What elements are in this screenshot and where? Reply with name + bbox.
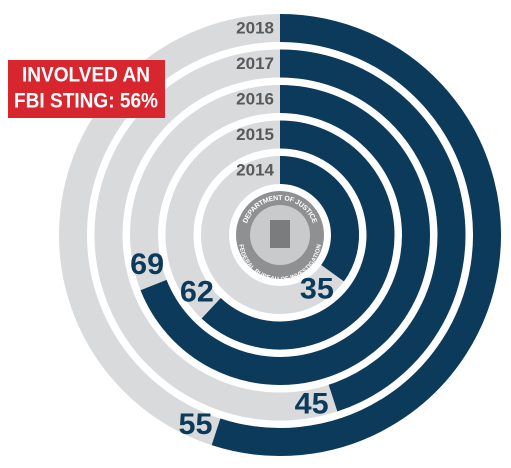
arc-bar [140,85,430,385]
year-label: 2014 [236,160,274,179]
annotation-text: INVOLVED AN [22,64,150,87]
year-label: 2017 [236,54,274,73]
annotation-box [8,60,165,118]
year-label: 2016 [236,89,274,108]
year-label: 2015 [236,125,274,144]
year-label: 2018 [236,18,274,37]
value-label: 69 [130,248,164,281]
value-label: 35 [300,272,334,305]
arc-bar [211,14,501,456]
arc-bar [279,156,359,282]
seal-shield [270,220,290,248]
arc-bar [279,49,466,412]
value-label: 55 [179,408,213,441]
rings: 2014 35 2015 62 2016 69 2017 45 2018 55 [59,14,501,456]
annotation-text: FBI STING: 56% [14,90,158,113]
value-label: 62 [180,275,214,308]
value-label: 45 [295,387,329,420]
annotation: INVOLVED AN FBI STING: 56% [8,60,165,118]
arc-bar [201,120,395,350]
seal: DEPARTMENT OF JUSTICE FEDERAL BUREAU OF … [236,191,324,283]
